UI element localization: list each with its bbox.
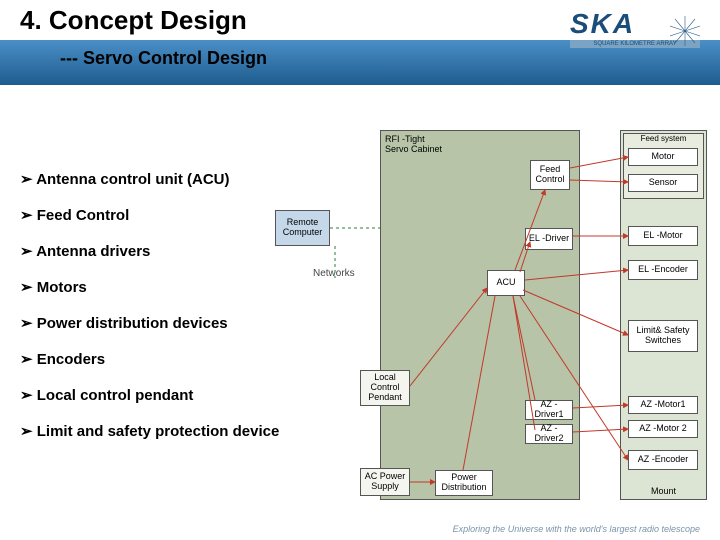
az-driver1-box: AZ -Driver1 xyxy=(525,400,573,420)
az-encoder-box: AZ -Encoder xyxy=(628,450,698,470)
bullet-item: Encoders xyxy=(20,350,300,368)
limit-safety-box: Limit& Safety Switches xyxy=(628,320,698,352)
bullet-item: Motors xyxy=(20,278,300,296)
az-motor2-box: AZ -Motor 2 xyxy=(628,420,698,438)
header: 4. Concept Design --- Servo Control Desi… xyxy=(0,0,720,85)
bullet-list: Antenna control unit (ACU) Feed Control … xyxy=(20,170,300,458)
mount-label: Mount xyxy=(651,487,676,497)
feed-control-box: Feed Control xyxy=(530,160,570,190)
el-motor-box: EL -Motor xyxy=(628,226,698,246)
feed-system-label: Feed system xyxy=(641,135,687,144)
ska-logo: SKA SQUARE KILOMETRE ARRAY xyxy=(570,8,700,70)
bullet-item: Limit and safety protection device xyxy=(20,422,300,440)
cabinet-label: RFI -Tight Servo Cabinet xyxy=(385,135,442,155)
logo-text: SKA xyxy=(570,8,635,39)
el-driver-box: EL -Driver xyxy=(525,228,573,250)
motor-box: Motor xyxy=(628,148,698,166)
sensor-box: Sensor xyxy=(628,174,698,192)
starburst-icon xyxy=(670,16,700,46)
page-title: 4. Concept Design xyxy=(20,5,247,36)
az-driver2-box: AZ -Driver2 xyxy=(525,424,573,444)
ac-power-box: AC Power Supply xyxy=(360,468,410,496)
bullet-item: Power distribution devices xyxy=(20,314,300,332)
az-motor1-box: AZ -Motor1 xyxy=(628,396,698,414)
block-diagram: RFI -Tight Servo Cabinet Mount Feed syst… xyxy=(265,130,715,530)
bullet-item: Local control pendant xyxy=(20,386,300,404)
el-encoder-box: EL -Encoder xyxy=(628,260,698,280)
footer-tagline: Exploring the Universe with the world's … xyxy=(453,524,700,534)
local-pendant-box: Local Control Pendant xyxy=(360,370,410,406)
remote-computer-box: Remote Computer xyxy=(275,210,330,246)
page-subtitle: --- Servo Control Design xyxy=(60,48,267,69)
power-dist-box: Power Distribution xyxy=(435,470,493,496)
networks-label: Networks xyxy=(313,268,355,279)
bullet-item: Feed Control xyxy=(20,206,300,224)
acu-box: ACU xyxy=(487,270,525,296)
bullet-item: Antenna drivers xyxy=(20,242,300,260)
bullet-item: Antenna control unit (ACU) xyxy=(20,170,300,188)
